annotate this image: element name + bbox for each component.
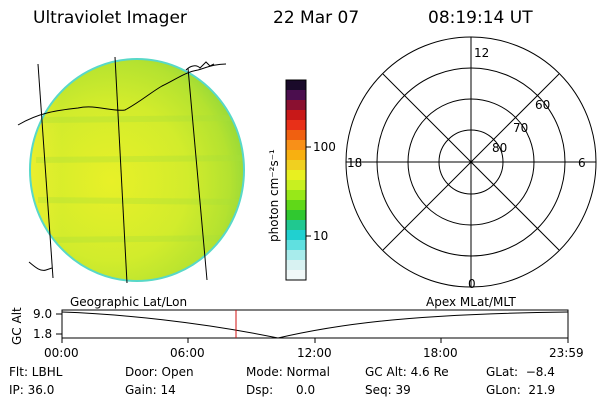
imager-title: Ultraviolet Imager xyxy=(33,8,187,28)
glon-readout: GLon: 21.9 xyxy=(486,383,556,397)
colorbar-band xyxy=(286,140,306,151)
colorbar-band xyxy=(286,230,306,241)
colorbar-band xyxy=(286,260,306,271)
timeline-xtick-1200: 12:00 xyxy=(297,346,332,360)
geographic-overlay xyxy=(17,56,227,284)
timeline-xtick-1800: 18:00 xyxy=(423,346,458,360)
colorbar-band xyxy=(286,150,306,161)
colorbar-band xyxy=(286,250,306,261)
apex-mlat-mlt-label: Apex MLat/MLT xyxy=(426,295,516,309)
mlat-label-60: 60 xyxy=(535,98,551,112)
door-readout: Door: Open xyxy=(125,365,194,379)
colorbar-band xyxy=(286,110,306,121)
colorbar-band xyxy=(286,220,306,231)
colorbar-band xyxy=(286,120,306,131)
altitude-timeline xyxy=(56,309,569,343)
image-date: 22 Mar 07 xyxy=(273,8,360,28)
mlt-label-0: 0 xyxy=(468,277,476,291)
colorbar-band xyxy=(286,90,306,101)
colorbar-tick-10: 10 xyxy=(313,229,329,243)
timeline-xtick-0000: 00:00 xyxy=(44,346,79,360)
colorbar-band xyxy=(286,270,306,281)
colorbar-tick-100: 100 xyxy=(313,140,336,154)
colorbar-band xyxy=(286,200,306,211)
glat-readout: GLat: −8.4 xyxy=(486,365,555,379)
geographic-latlon-label: Geographic Lat/Lon xyxy=(70,295,188,309)
colorbar-band xyxy=(286,180,306,191)
colorbar-band xyxy=(286,210,306,221)
colorbar-units-label: photon cm⁻²s⁻¹ xyxy=(267,149,281,242)
colorbar-band xyxy=(286,100,306,111)
colorbar-band xyxy=(286,240,306,251)
mlat-label-80: 80 xyxy=(492,141,508,155)
earth-uv-image xyxy=(29,58,245,282)
mlat-label-70: 70 xyxy=(513,121,529,135)
intensity-colorbar xyxy=(286,80,306,281)
ip-readout: IP: 36.0 xyxy=(9,383,55,397)
timeline-axis-title: GC Alt xyxy=(10,307,24,345)
gain-readout: Gain: 14 xyxy=(125,383,176,397)
mlt-label-12: 12 xyxy=(474,46,490,60)
image-time: 08:19:14 UT xyxy=(428,8,533,28)
mlt-label-6: 6 xyxy=(578,156,586,170)
timeline-ytick-9: 9.0 xyxy=(33,307,53,321)
gc-alt-readout: GC Alt: 4.6 Re xyxy=(365,365,449,379)
colorbar-band xyxy=(286,80,306,91)
colorbar-band xyxy=(286,130,306,141)
colorbar-band xyxy=(286,160,306,171)
mlt-label-18: 18 xyxy=(347,156,363,170)
polar-grid xyxy=(345,36,597,288)
timeline-xtick-2359: 23:59 xyxy=(549,346,584,360)
mode-readout: Mode: Normal xyxy=(246,365,330,379)
dsp-readout: Dsp: 0.0 xyxy=(246,383,316,397)
filter-readout: Flt: LBHL xyxy=(9,365,63,379)
timeline-xtick-0600: 06:00 xyxy=(170,346,205,360)
sequence-readout: Seq: 39 xyxy=(365,383,411,397)
timeline-ytick-1-8: 1.8 xyxy=(33,327,53,341)
colorbar-band xyxy=(286,190,306,201)
colorbar-band xyxy=(286,170,306,181)
